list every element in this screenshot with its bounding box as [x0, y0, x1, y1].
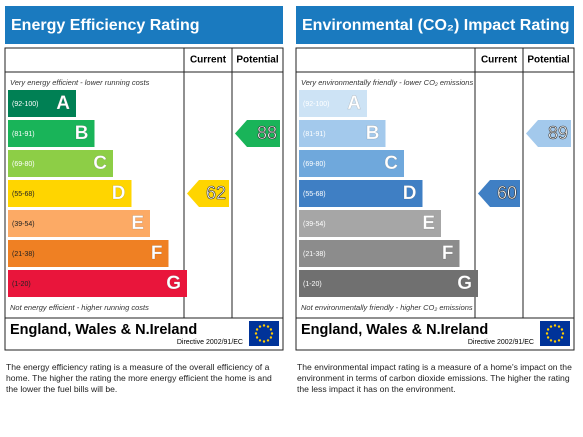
- flag-star: [545, 332, 549, 335]
- top-note: Very energy efficient - lower running co…: [10, 78, 150, 87]
- band: [8, 120, 95, 147]
- rating-value: 88: [257, 123, 277, 143]
- band-range: (55-68): [12, 191, 35, 198]
- top-note: Very environmentally friendly - lower CO…: [301, 78, 473, 87]
- band-range: (1-20): [12, 281, 31, 288]
- flag-star: [546, 336, 550, 339]
- flag-star: [557, 325, 561, 328]
- band-letter: G: [166, 273, 181, 294]
- rating-value: 89: [548, 123, 568, 143]
- title: Environmental (CO₂) Impact Rating: [302, 17, 570, 34]
- band: [299, 90, 367, 117]
- band-range: (81-91): [12, 131, 35, 138]
- band: [8, 240, 169, 267]
- bottom-note: Not energy efficient - higher running co…: [10, 303, 149, 312]
- band: [8, 210, 150, 237]
- band-range: (39-54): [303, 221, 326, 228]
- rating-arrow: [187, 180, 229, 207]
- band-range: (92-100): [12, 101, 38, 108]
- band-range: (21-38): [12, 251, 35, 258]
- band-letter: A: [56, 93, 70, 114]
- band: [8, 180, 132, 207]
- frame: [295, 47, 575, 351]
- title-bar: [5, 6, 283, 44]
- band: [299, 240, 460, 267]
- header: Current: [481, 55, 518, 66]
- description: The energy efficiency rating is a measur…: [6, 362, 272, 394]
- band-range: (55-68): [303, 191, 326, 198]
- band: [299, 180, 423, 207]
- flag-star: [258, 339, 262, 342]
- band-letter: B: [366, 123, 380, 144]
- flag-star: [258, 325, 262, 328]
- directive: Directive 2002/91/EC: [468, 339, 534, 346]
- region: England, Wales & N.Ireland: [301, 322, 488, 338]
- band: [299, 150, 404, 177]
- flag-star: [553, 324, 557, 327]
- band-letter: C: [384, 153, 398, 174]
- flag-star: [254, 332, 258, 335]
- band-range: (81-91): [303, 131, 326, 138]
- flag-star: [560, 336, 564, 339]
- band-letter: G: [457, 273, 472, 294]
- band-range: (69-80): [12, 161, 35, 168]
- directive: Directive 2002/91/EC: [177, 339, 243, 346]
- flag-star: [269, 328, 273, 331]
- band-range: (21-38): [303, 251, 326, 258]
- band-letter: E: [422, 213, 435, 234]
- band: [8, 90, 76, 117]
- flag-star: [557, 339, 561, 342]
- band: [299, 210, 441, 237]
- flag-star: [266, 339, 270, 342]
- flag-star: [266, 325, 270, 328]
- band: [299, 120, 386, 147]
- rating-value: 62: [206, 183, 226, 203]
- description: The environmental impact rating is a mea…: [297, 362, 572, 394]
- flag-star: [549, 339, 553, 342]
- flag-star: [270, 332, 274, 335]
- band-letter: E: [131, 213, 144, 234]
- flag-star: [549, 325, 553, 328]
- band: [8, 150, 113, 177]
- rating-arrow: [478, 180, 520, 207]
- bottom-note: Not environmentally friendly - higher CO…: [301, 303, 473, 312]
- title-bar: [296, 6, 574, 44]
- band-letter: A: [347, 93, 361, 114]
- band-letter: D: [112, 183, 126, 204]
- flag-star: [255, 328, 259, 331]
- frame: [4, 47, 284, 351]
- header: Current: [190, 55, 227, 66]
- flag-star: [553, 340, 557, 343]
- flag-star: [546, 328, 550, 331]
- flag-star: [255, 336, 259, 339]
- flag-star: [561, 332, 565, 335]
- epc-charts: Energy Efficiency Rating Current Potential…: [4, 6, 575, 351]
- rating-arrow: [235, 120, 280, 147]
- band-range: (69-80): [303, 161, 326, 168]
- band-range: (39-54): [12, 221, 35, 228]
- header: Potential: [236, 55, 278, 66]
- band-range: (1-20): [303, 281, 322, 288]
- flag-star: [262, 340, 266, 343]
- band-range: (92-100): [303, 101, 329, 108]
- band-letter: F: [151, 243, 163, 264]
- band-letter: D: [403, 183, 417, 204]
- flag-star: [269, 336, 273, 339]
- rating-value: 60: [497, 183, 517, 203]
- flag-star: [262, 324, 266, 327]
- title: Energy Efficiency Rating: [11, 17, 200, 34]
- band: [8, 270, 187, 297]
- rating-arrow: [526, 120, 571, 147]
- header: Potential: [527, 55, 569, 66]
- band-letter: F: [442, 243, 454, 264]
- flag-star: [560, 328, 564, 331]
- band-letter: C: [93, 153, 107, 174]
- band: [299, 270, 478, 297]
- region: England, Wales & N.Ireland: [10, 322, 197, 338]
- band-letter: B: [75, 123, 89, 144]
